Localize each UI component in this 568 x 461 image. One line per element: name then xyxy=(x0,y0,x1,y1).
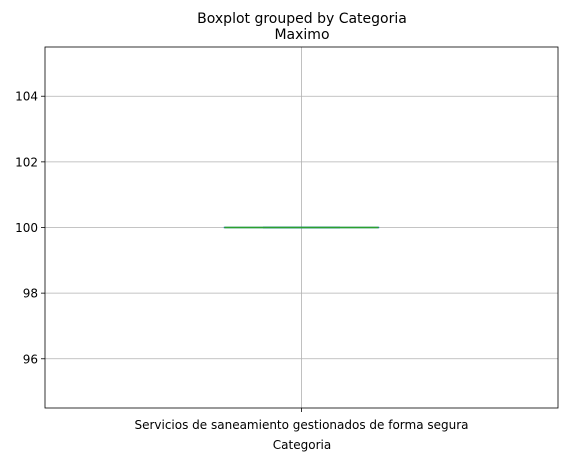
y-tick-label: 100 xyxy=(15,221,38,235)
chart-suptitle: Boxplot grouped by Categoria xyxy=(197,11,407,27)
y-tick-label: 96 xyxy=(23,352,38,366)
y-tick-label: 102 xyxy=(15,155,38,169)
chart-title: Maximo xyxy=(274,27,329,43)
y-axis-ticks: 96 98 100 102 104 xyxy=(15,90,45,366)
x-axis-label: Categoria xyxy=(273,438,331,452)
y-tick-label: 104 xyxy=(15,90,38,104)
y-tick-label: 98 xyxy=(23,287,38,301)
x-axis-ticks: Servicios de saneamiento gestionados de … xyxy=(134,408,469,432)
x-tick-label: Servicios de saneamiento gestionados de … xyxy=(134,418,468,432)
